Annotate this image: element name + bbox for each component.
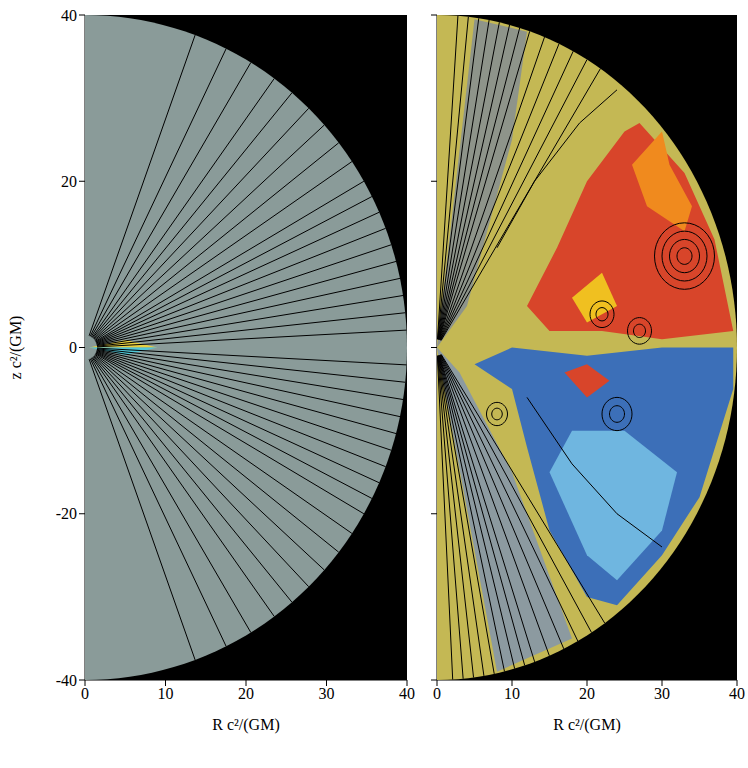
svg-text:R c²/(GM): R c²/(GM) bbox=[553, 716, 620, 734]
svg-text:0: 0 bbox=[81, 685, 89, 702]
svg-text:20: 20 bbox=[238, 685, 254, 702]
svg-text:R c²/(GM): R c²/(GM) bbox=[212, 716, 279, 734]
svg-text:40: 40 bbox=[729, 685, 745, 702]
svg-text:30: 30 bbox=[654, 685, 670, 702]
svg-text:30: 30 bbox=[319, 685, 335, 702]
svg-text:20: 20 bbox=[61, 173, 77, 190]
svg-text:10: 10 bbox=[504, 685, 520, 702]
svg-text:40: 40 bbox=[399, 685, 415, 702]
svg-text:-40: -40 bbox=[56, 672, 77, 689]
svg-text:40: 40 bbox=[61, 7, 77, 24]
svg-text:20: 20 bbox=[579, 685, 595, 702]
svg-text:10: 10 bbox=[158, 685, 174, 702]
svg-text:0: 0 bbox=[69, 339, 77, 356]
svg-text:z c²/(GM): z c²/(GM) bbox=[7, 316, 25, 380]
svg-text:-20: -20 bbox=[56, 505, 77, 522]
svg-text:0: 0 bbox=[433, 685, 441, 702]
